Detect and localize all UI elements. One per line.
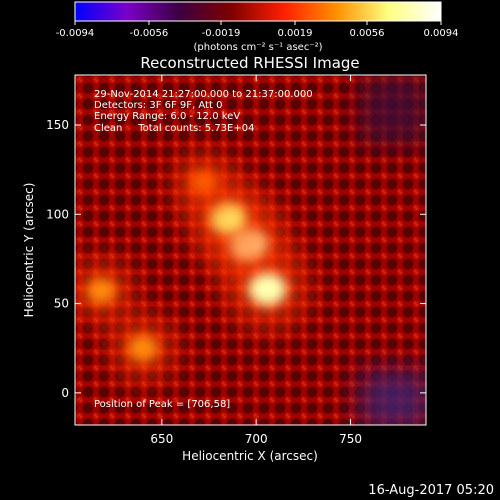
lower-right-negative-region	[360, 370, 426, 425]
x-tick-label: 650	[150, 432, 173, 446]
colorbar-tick-label: -0.0056	[130, 28, 169, 39]
x-tick-label: 750	[339, 432, 362, 446]
colorbar-unit-label: (photons cm⁻² s⁻¹ asec⁻²)	[193, 42, 322, 53]
colorbar-tick-label: 0.0056	[350, 28, 385, 39]
x-axis: 650 700 750	[150, 75, 362, 446]
y-tick-label: 100	[46, 207, 69, 221]
colorbar-tick-label: 0.0094	[424, 28, 459, 39]
annotation-detectors: Detectors: 3F 6F 9F, Att 0	[94, 100, 222, 111]
annotation-total-counts: Clean Total counts: 5.73E+04	[94, 123, 254, 134]
colorbar-tick-label: -0.0094	[56, 28, 95, 39]
y-axis-label: Heliocentric Y (arcsec)	[22, 183, 36, 318]
plot-frame	[74, 74, 427, 426]
colorbar-ticks: -0.0094 -0.0056 -0.0019 0.0019 0.0056 0.0094	[56, 21, 459, 39]
source-core	[127, 334, 159, 362]
footer-timestamp: 16-Aug-2017 05:20	[368, 483, 494, 498]
y-tick-label: 0	[61, 386, 69, 400]
sources	[75, 150, 311, 383]
source-core	[248, 272, 287, 307]
heatmap-image	[75, 75, 426, 425]
y-tick-label: 150	[46, 118, 69, 132]
y-tick-label: 50	[54, 297, 69, 311]
colorbar-tick-label: 0.0019	[277, 28, 312, 39]
chart-title: Reconstructed RHESSI Image	[140, 54, 359, 72]
annotation-energy-range: Energy Range: 6.0 - 12.0 keV	[94, 111, 240, 122]
upper-right-negative-region	[360, 75, 426, 145]
annotation-peak-position: Position of Peak = [706,58]	[94, 399, 230, 410]
colorbar-tick-label: -0.0019	[202, 28, 241, 39]
source-core	[189, 169, 218, 195]
x-axis-label: Heliocentric X (arcsec)	[182, 449, 318, 463]
annotation-time-range: 29-Nov-2014 21:27:00.000 to 21:37:00.000	[94, 89, 313, 100]
x-tick-label: 700	[245, 432, 268, 446]
source-core	[86, 277, 117, 305]
annotations: 29-Nov-2014 21:27:00.000 to 21:37:00.000…	[94, 89, 313, 410]
y-axis: 0 50 100 150	[46, 118, 426, 400]
colorbar-gradient	[74, 1, 442, 22]
colorbar: -0.0094 -0.0056 -0.0019 0.0019 0.0056 0.0094 …	[56, 1, 459, 53]
